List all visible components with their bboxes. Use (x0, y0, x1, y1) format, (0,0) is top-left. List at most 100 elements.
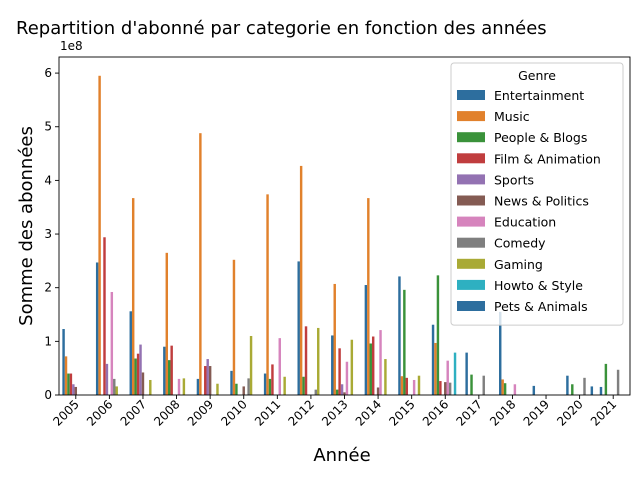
legend-swatch (457, 279, 485, 290)
x-tick-label: 2021 (588, 397, 619, 428)
bar-entertainment-2018 (499, 311, 502, 395)
bar-people-blogs-2014 (369, 343, 372, 395)
bar-education-2014 (379, 330, 382, 395)
legend-entry: Entertainment (494, 88, 584, 103)
bar-comedy-2016 (448, 382, 452, 395)
bar-comedy-2010 (247, 378, 250, 395)
legend: Genre Entertainment Music People & Blogs Fil… (450, 62, 624, 326)
legend-entry: Gaming (494, 257, 543, 272)
bar-comedy-2017 (482, 375, 485, 395)
x-tick-label: 2010 (218, 397, 249, 428)
bar-news-politics-2016 (444, 382, 447, 395)
bar-news-politics-2005 (74, 386, 78, 395)
bar-music-2013 (333, 283, 336, 395)
bar-people-blogs-2021 (604, 363, 608, 395)
x-axis-title: Année (313, 445, 370, 466)
x-tick-label: 2018 (487, 397, 518, 428)
bar-film-animation-2006 (103, 237, 106, 395)
y-tick-label: 5 (44, 120, 52, 134)
bar-film-animation-2005 (69, 373, 73, 395)
legend-entry: News & Politics (494, 194, 589, 209)
bar-people-blogs-2010 (235, 383, 238, 395)
x-tick-label: 2011 (252, 397, 283, 428)
bar-film-animation-2011 (271, 364, 274, 395)
x-tick-label: 2014 (353, 397, 384, 428)
bar-people-blogs-2007 (134, 358, 137, 395)
x-tick-label: 2013 (319, 397, 350, 428)
bar-entertainment-2012 (297, 261, 300, 395)
bar-pets-animals-2020 (590, 386, 594, 395)
bar-education-2016 (446, 360, 449, 395)
bar-gaming-2007 (149, 379, 152, 395)
bar-entertainment-2008 (163, 346, 166, 395)
bar-entertainment-2006 (95, 262, 99, 395)
x-tick-label: 2012 (286, 397, 317, 428)
bar-music-2005 (64, 356, 68, 395)
bar-sports-2005 (72, 384, 75, 395)
legend-swatch (457, 258, 485, 269)
legend-title: Genre (518, 68, 556, 83)
bar-education-2006 (110, 291, 114, 395)
bar-gaming-2015 (417, 375, 421, 395)
x-tick-label: 2005 (50, 397, 81, 428)
legend-entry: People & Blogs (494, 130, 587, 145)
bar-gaming-2009 (216, 383, 219, 395)
bar-people-blogs-2005 (67, 373, 70, 395)
y-tick-label: 6 (44, 66, 52, 80)
y-axis-title: Somme des abonnées (16, 126, 37, 326)
bar-film-animation-2012 (304, 326, 308, 395)
y-axis-multiplier: 1e8 (60, 39, 83, 53)
legend-swatch (457, 132, 485, 143)
bar-comedy-2020 (583, 377, 586, 395)
bar-film-animation-2016 (439, 381, 442, 395)
bar-sports-2009 (206, 359, 209, 395)
bar-music-2010 (232, 259, 236, 395)
bar-education-2018 (513, 384, 517, 395)
bar-comedy-2021 (616, 369, 620, 395)
legend-entry: Pets & Animals (494, 299, 588, 314)
bar-people-blogs-2017 (470, 374, 473, 395)
bar-entertainment-2005 (62, 329, 65, 395)
bar-entertainment-2017 (465, 352, 468, 395)
bar-entertainment-2020 (566, 375, 569, 395)
y-tick-label: 4 (44, 173, 52, 187)
legend-swatch (457, 301, 485, 311)
bar-music-2016 (434, 342, 437, 395)
bar-sports-2006 (105, 363, 109, 395)
bar-music-2006 (98, 75, 101, 395)
bar-gaming-2008 (182, 378, 186, 395)
bar-people-blogs-2008 (168, 360, 171, 395)
legend-swatch (457, 237, 485, 248)
bar-education-2008 (177, 378, 181, 395)
x-tick-label: 2009 (185, 397, 216, 428)
legend-entry: Howto & Style (494, 278, 583, 293)
bar-people-blogs-2011 (268, 378, 272, 395)
bar-people-blogs-2016 (436, 275, 440, 395)
y-tick-label: 3 (44, 227, 52, 241)
bar-news-politics-2009 (208, 366, 212, 395)
y-tick-label: 2 (44, 281, 52, 295)
legend-swatch (457, 174, 485, 185)
x-tick-label: 2006 (84, 397, 115, 428)
bar-gaming-2011 (283, 376, 286, 395)
bar-education-2013 (345, 361, 349, 395)
bar-film-animation-2015 (405, 377, 409, 395)
bar-people-blogs-2013 (335, 389, 339, 395)
bar-gaming-2012 (317, 327, 320, 395)
y-tick-label: 1 (44, 334, 52, 348)
bar-comedy-2012 (314, 389, 318, 395)
x-tick-label: 2016 (420, 397, 451, 428)
bar-gaming-2006 (115, 386, 118, 395)
bar-people-blogs-2012 (302, 376, 305, 395)
bar-news-politics-2010 (242, 386, 245, 395)
bar-entertainment-2009 (196, 378, 200, 395)
bar-film-animation-2008 (170, 345, 173, 395)
bar-music-2014 (367, 198, 370, 395)
bar-news-politics-2013 (343, 392, 346, 395)
bar-music-2011 (266, 194, 269, 395)
bar-entertainment-2011 (263, 373, 267, 395)
bar-news-politics-2007 (141, 372, 145, 395)
legend-entry: Music (494, 109, 530, 124)
bar-entertainment-2021 (599, 386, 603, 395)
